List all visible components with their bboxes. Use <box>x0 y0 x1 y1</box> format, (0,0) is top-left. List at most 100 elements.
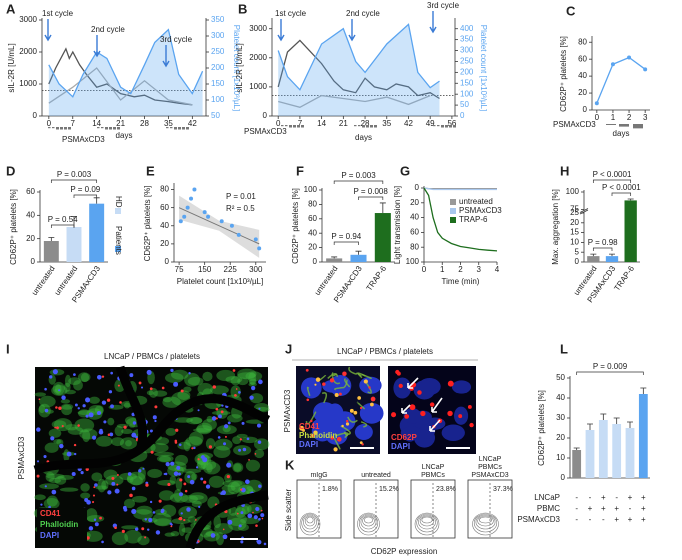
cell <box>156 454 174 463</box>
nucleus <box>152 511 156 514</box>
y-axis-label: CD62P⁺ platelets [%] <box>9 189 18 265</box>
y-tick-label: 30 <box>556 413 565 422</box>
y-tick-label: 20 <box>578 88 587 97</box>
platelet <box>194 519 197 521</box>
cell <box>114 425 124 437</box>
nucleus <box>140 386 144 389</box>
image-title: LNCaP / PBMCs / platelets <box>104 352 200 361</box>
cycle-label: 2nd cycle <box>346 9 380 18</box>
cell <box>213 445 231 458</box>
y2-tick-label: 250 <box>211 47 225 56</box>
cell <box>147 468 163 478</box>
condition-mark: + <box>641 515 646 524</box>
actin <box>366 383 372 394</box>
nucleus <box>88 526 94 531</box>
p-value: P = 0.54 <box>48 215 78 224</box>
p-value: P = 0.94 <box>331 232 361 241</box>
cell <box>34 494 46 501</box>
platelet <box>77 424 80 427</box>
series-line <box>48 28 204 98</box>
dose-mark <box>619 124 629 127</box>
y-tick-label: 100 <box>406 257 420 266</box>
platelet <box>183 482 187 486</box>
x-tick-label: 0 <box>47 119 52 128</box>
y-axis-label: Side scatter <box>284 489 293 532</box>
platelet <box>107 433 111 436</box>
nucleus <box>238 448 242 452</box>
nucleus <box>146 369 152 375</box>
plot-title: LNCaP <box>422 464 445 471</box>
cell <box>43 498 60 510</box>
condition-mark: + <box>641 493 646 502</box>
channel-label: CD62P <box>391 433 417 442</box>
cell <box>216 531 225 546</box>
nucleus <box>255 506 260 512</box>
platelet <box>203 480 207 484</box>
platelet <box>349 408 354 413</box>
fit-line <box>178 207 260 245</box>
nucleus <box>217 436 221 439</box>
nucleus <box>138 469 142 473</box>
x-axis-label: days <box>355 133 372 142</box>
y-tick-label: 5 <box>575 247 580 256</box>
point <box>610 62 615 67</box>
arrow <box>407 377 419 389</box>
panel-k: K Side scatter CD62P expression 1.8% mIgG 15.… <box>284 456 513 556</box>
nucleus <box>193 446 196 450</box>
cycle-arrow <box>277 19 285 42</box>
platelet <box>197 458 200 461</box>
arrow <box>429 419 441 432</box>
cell <box>233 445 252 456</box>
schedule-label: PSMAxCD3 <box>62 135 105 144</box>
cell <box>125 440 132 447</box>
platelet <box>447 410 453 417</box>
cell <box>186 417 203 425</box>
y-tick-label: 60 <box>308 214 317 223</box>
actin <box>360 421 368 428</box>
dose-mark <box>293 125 296 128</box>
cell <box>164 532 175 537</box>
condition-name: PSMAxCD3 <box>517 515 560 524</box>
x-tick-label: 225 <box>224 265 238 274</box>
series-line <box>423 187 498 252</box>
nucleus <box>173 471 179 476</box>
y-tick-label: 80 <box>410 242 419 251</box>
contour <box>421 516 433 524</box>
platelet <box>123 425 127 429</box>
nucleus <box>154 419 157 423</box>
cell <box>200 459 217 471</box>
platelet <box>314 383 317 386</box>
nucleus <box>40 503 43 506</box>
y-tick-label: 10 <box>556 453 565 462</box>
error-bar <box>600 413 607 420</box>
platelet <box>255 524 258 527</box>
platelet <box>61 424 64 428</box>
fit-band <box>179 195 260 258</box>
cell <box>39 483 59 490</box>
dose-mark <box>174 127 177 130</box>
cell <box>38 404 46 414</box>
cell <box>64 389 77 395</box>
y-tick-label: 20 <box>556 433 565 442</box>
nucleus <box>48 505 51 509</box>
nucleus <box>178 492 184 497</box>
y-tick-label: 0 <box>415 183 420 192</box>
x-tick-label: 28 <box>361 119 370 128</box>
cell <box>137 535 150 546</box>
nucleus <box>197 409 200 412</box>
condition-name: PBMC <box>537 504 560 513</box>
gate-percent: 37.3% <box>493 486 513 493</box>
x-tick-label: 21 <box>339 119 348 128</box>
bar <box>374 213 391 262</box>
p-value: P = 0.003 <box>341 171 376 180</box>
nucleus <box>257 423 262 428</box>
platelet <box>236 512 239 515</box>
cell <box>34 392 47 397</box>
cell <box>91 472 103 482</box>
nucleus <box>210 533 216 538</box>
contour <box>303 514 317 530</box>
x-tick-label: 35 <box>382 119 391 128</box>
cell <box>95 435 113 447</box>
